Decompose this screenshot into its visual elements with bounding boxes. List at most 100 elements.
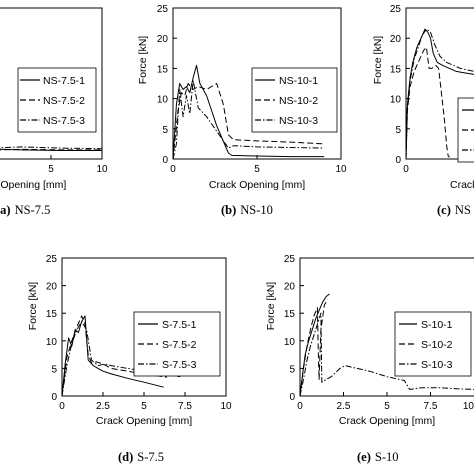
plot-area-ns: [406, 28, 474, 159]
y-tick-label: 25: [157, 4, 169, 15]
caption-ns-7-5: (a)NS-7.5: [0, 203, 50, 217]
y-tick-label: 15: [46, 309, 58, 320]
series-line-ns-7-5-2: [0, 148, 102, 151]
y-tick-label: 5: [51, 364, 57, 375]
y-tick-label: 5: [289, 364, 295, 375]
x-tick-label: 0: [170, 164, 176, 175]
series-line-ns-10-1: [173, 64, 325, 159]
legend-ns-10: NS-10-1 NS-10-2 NS-10-3: [251, 67, 338, 133]
legend-label: NS-10-3: [279, 115, 318, 127]
y-tick-label: 0: [289, 392, 295, 403]
x-axis-label: Crack Opening [mm]: [339, 415, 435, 427]
series-line-ns-10-3: [173, 80, 325, 159]
x-tick-label: 7.5: [424, 401, 438, 412]
panel-s-10: 0 2.5 5 7.5 10 0 5 10 15 20 25 Crack Ope…: [265, 254, 474, 464]
legend-label: S-10-1: [421, 319, 453, 331]
y-tick-label: 15: [390, 64, 402, 75]
series-line-s-10-2: [300, 299, 329, 396]
y-tick-label: 25: [46, 254, 58, 265]
legend-label: S-10-3: [421, 359, 453, 371]
panel-ns-10: 0 5 10 0 5 10 15 20 25 Crack Opening [mm…: [137, 4, 347, 217]
y-tick-label: 5: [395, 125, 401, 136]
panel-s-7-5: 0 2.5 5 7.5 10 0 5 10 15 20 25 Crack Ope…: [27, 254, 232, 464]
y-axis-label: Force [kN]: [27, 282, 39, 331]
y-tick-label: 25: [284, 254, 296, 265]
x-axis-label: Crack Opening [mm]: [96, 415, 192, 427]
y-axis-label: Force [kN]: [265, 282, 277, 331]
x-tick-label: 5: [141, 401, 147, 412]
x-tick-label: 0: [297, 401, 303, 412]
x-tick-label: 2.5: [96, 401, 110, 412]
caption-ns-10: (b) NS-10: [221, 203, 273, 217]
x-tick-label: 5: [254, 164, 260, 175]
legend-label: NS-7.5-3: [43, 115, 85, 127]
legend-label: S-7.5-2: [162, 339, 197, 351]
series-line-s-7-5-1: [62, 315, 164, 396]
series-line-ns-10-2: [173, 83, 325, 159]
y-tick-label: 0: [51, 392, 57, 403]
y-tick-label: 20: [284, 282, 296, 293]
y-tick-label: 0: [162, 155, 168, 166]
y-tick-label: 15: [284, 309, 296, 320]
x-tick-label: 10: [335, 164, 347, 175]
caption-s-10: (e) S-10: [357, 450, 399, 464]
plot-area-ns-10: [173, 64, 325, 159]
caption-ns: (c) NS: [437, 203, 471, 217]
y-tick-label: 20: [157, 34, 169, 45]
series-line-unlabeled-3: [406, 28, 474, 159]
legend-s-10: S-10-1 S-10-2 S-10-3: [394, 311, 472, 377]
ticks-s-10: [300, 285, 431, 396]
legend-label: NS-7.5-1: [43, 75, 85, 87]
plot-area-s-10: [300, 293, 474, 396]
legend-ns: [457, 97, 474, 163]
series-line-s-7-5-2: [62, 315, 168, 396]
legend-ns-7-5: NS-7.5-1 NS-7.5-2 NS-7.5-3: [17, 67, 97, 133]
series-line-unlabeled-1: [406, 28, 474, 159]
plot-area-s-7-5: [62, 315, 181, 396]
y-tick-label: 5: [162, 125, 168, 136]
x-tick-label: 10: [220, 401, 232, 412]
legend-label: S-7.5-3: [162, 359, 197, 371]
series-line-ns-7-5-1: [0, 148, 102, 151]
x-axis-label: Crack Opening [mm]: [209, 179, 305, 191]
y-axis-label: Force [kN]: [372, 36, 384, 85]
y-tick-label: 10: [390, 95, 402, 106]
ticks-s-7-5: [62, 285, 186, 396]
y-axis-label: Force [kN]: [137, 36, 149, 85]
legend-label: NS-7.5-2: [43, 95, 85, 107]
x-tick-label: 5: [384, 401, 390, 412]
x-tick-label: 5: [48, 164, 54, 175]
y-tick-label: 20: [390, 34, 402, 45]
caption-s-7-5: (d) S-7.5: [118, 450, 164, 464]
ticks-ns-10: [173, 37, 258, 159]
plot-area-ns-7-5: [0, 146, 102, 151]
y-tick-label: 0: [395, 155, 401, 166]
x-tick-label: 7.5: [178, 401, 192, 412]
x-tick-label: 2.5: [337, 401, 351, 412]
axes-frame: [405, 7, 474, 160]
x-tick-label: 0: [403, 164, 409, 175]
x-tick-label: 0: [59, 401, 65, 412]
ticks-ns: [406, 37, 410, 130]
y-tick-label: 10: [284, 337, 296, 348]
legend-label: S-10-2: [421, 339, 453, 351]
x-tick-label: 10: [96, 164, 108, 175]
x-tick-label: 10: [463, 401, 474, 412]
y-tick-label: 15: [157, 64, 169, 75]
panel-ns: 0 0 5 10 15 20 25 Crack Force [kN] (c)NS: [372, 4, 474, 217]
legend-s-7-5: S-7.5-1 S-7.5-2 S-7.5-3: [133, 311, 221, 377]
x-axis-label: Crack Opening [mm]: [0, 179, 66, 191]
series-line-s-10-1: [300, 293, 330, 396]
legend-label: NS-10-1: [279, 75, 318, 87]
x-axis-label: Crack: [450, 179, 474, 191]
y-tick-label: 25: [390, 4, 402, 15]
y-tick-label: 20: [46, 282, 58, 293]
series-line-ns-7-5-3: [0, 146, 102, 150]
series-line-unlabeled-2: [406, 46, 450, 159]
legend-label: S-7.5-1: [162, 319, 197, 331]
y-tick-label: 10: [46, 337, 58, 348]
panel-ns-7-5: 5 10 Crack Opening [mm] NS-7.5-1 NS-7.5-…: [0, 7, 108, 217]
y-tick-label: 10: [157, 95, 169, 106]
series-line-s-10-3: [300, 312, 474, 396]
